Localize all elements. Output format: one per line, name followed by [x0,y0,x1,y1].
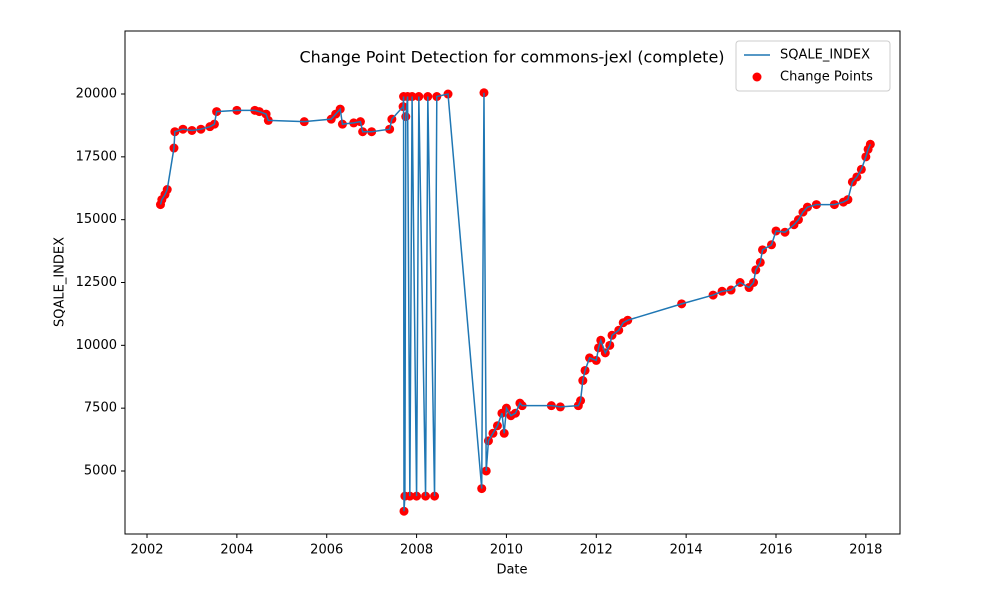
y-tick-label: 5000 [84,463,117,478]
y-axis-label: SQALE_INDEX [53,237,68,327]
y-tick-label: 10000 [76,338,117,353]
x-axis-label: Date [496,563,527,578]
x-tick-label: 2010 [490,543,523,558]
chart-title: Change Point Detection for commons-jexl … [299,48,724,67]
x-tick-label: 2012 [580,543,613,558]
x-tick-label: 2014 [670,543,703,558]
x-tick-label: 2006 [310,543,343,558]
legend-marker [752,72,762,82]
legend-box [735,40,891,92]
x-tick-label: 2018 [849,543,882,558]
x-tick-label: 2016 [759,543,792,558]
legend-label: SQALE_INDEX [780,48,870,63]
legend-label: Change Points [780,70,873,85]
y-tick-label: 20000 [76,87,117,102]
x-tick-label: 2004 [220,543,253,558]
y-tick-label: 7500 [84,401,117,416]
y-tick-label: 17500 [76,149,117,164]
x-tick-label: 2002 [130,543,163,558]
plot-frame [124,30,901,535]
y-tick-label: 12500 [76,275,117,290]
data-line [159,92,872,512]
y-tick-label: 15000 [76,212,117,227]
x-tick-label: 2008 [400,543,433,558]
